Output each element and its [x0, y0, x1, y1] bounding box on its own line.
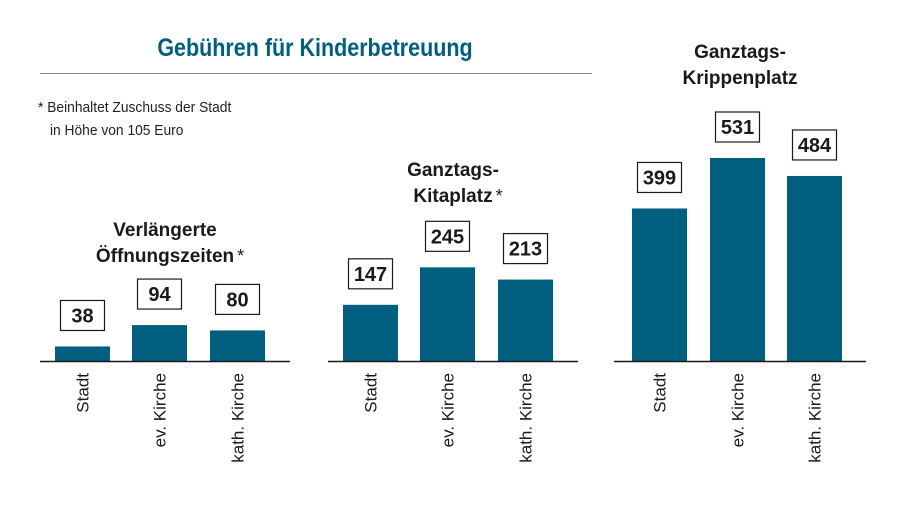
- category-label: Stadt: [74, 373, 93, 413]
- group-title-line: Krippenplatz: [682, 68, 797, 89]
- bar: [55, 346, 110, 361]
- bar: [343, 304, 398, 361]
- group-title-line: Kitaplatz: [413, 186, 492, 207]
- data-label-box: [347, 258, 394, 290]
- bar-group-3: Ganztags- Krippenplatz 399 Stadt 531 ev. Kirc…: [614, 42, 866, 463]
- data-label: 399: [643, 167, 676, 189]
- footnote-line-1: * Beinhaltet Zuschuss der Stadt: [38, 99, 232, 116]
- footnote: * Beinhaltet Zuschuss der Stadt in Höhe …: [38, 96, 231, 142]
- category-label: Stadt: [651, 373, 670, 413]
- data-label: 94: [148, 284, 171, 306]
- category-label: Stadt: [362, 373, 381, 413]
- data-label: 484: [798, 135, 832, 157]
- data-label-box: [214, 283, 261, 316]
- category-label: ev. Kirche: [151, 373, 170, 447]
- footnote-marker: *: [237, 246, 244, 266]
- data-label: 147: [354, 264, 387, 286]
- data-label: 213: [509, 239, 542, 261]
- bar: [132, 325, 187, 361]
- bar: [420, 267, 475, 361]
- category-label: kath. Kirche: [229, 373, 248, 463]
- group-title-line: Ganztags-: [407, 160, 499, 181]
- data-label-box: [136, 278, 183, 310]
- category-label: ev. Kirche: [439, 373, 458, 447]
- title-divider: [40, 73, 592, 74]
- data-label-box: [502, 232, 549, 265]
- category-label: kath. Kirche: [806, 373, 825, 463]
- group-title-line: Verlängerte: [113, 220, 217, 241]
- data-label: 245: [431, 226, 464, 248]
- category-label: kath. Kirche: [517, 373, 536, 463]
- data-label-box: [636, 161, 683, 194]
- data-label: 80: [226, 289, 248, 311]
- page-title: Gebühren für Kinderbetreuung: [157, 34, 473, 62]
- bar-group-2: Ganztags- Kitaplatz * 147 Stadt 245 ev. Kirche…: [328, 160, 578, 463]
- group-title-line: Ganztags-: [694, 42, 786, 63]
- data-label-box: [791, 129, 838, 161]
- data-label: 38: [71, 305, 93, 327]
- data-label: 531: [721, 117, 754, 139]
- group-title-line: Öffnungszeiten: [96, 246, 234, 267]
- footnote-marker: *: [496, 186, 503, 206]
- bar: [498, 279, 553, 361]
- bar: [632, 208, 687, 361]
- category-label: ev. Kirche: [729, 373, 748, 447]
- bar: [710, 158, 765, 361]
- data-label-box: [59, 299, 106, 332]
- data-label-box: [424, 220, 471, 252]
- bar: [787, 175, 842, 361]
- footnote-line-2: in Höhe von 105 Euro: [49, 122, 184, 139]
- bar: [210, 330, 265, 361]
- bar-group-1: Verlängerte Öffnungszeiten * 38 Stadt 94 ev. K…: [40, 220, 290, 463]
- data-label-box: [714, 111, 761, 143]
